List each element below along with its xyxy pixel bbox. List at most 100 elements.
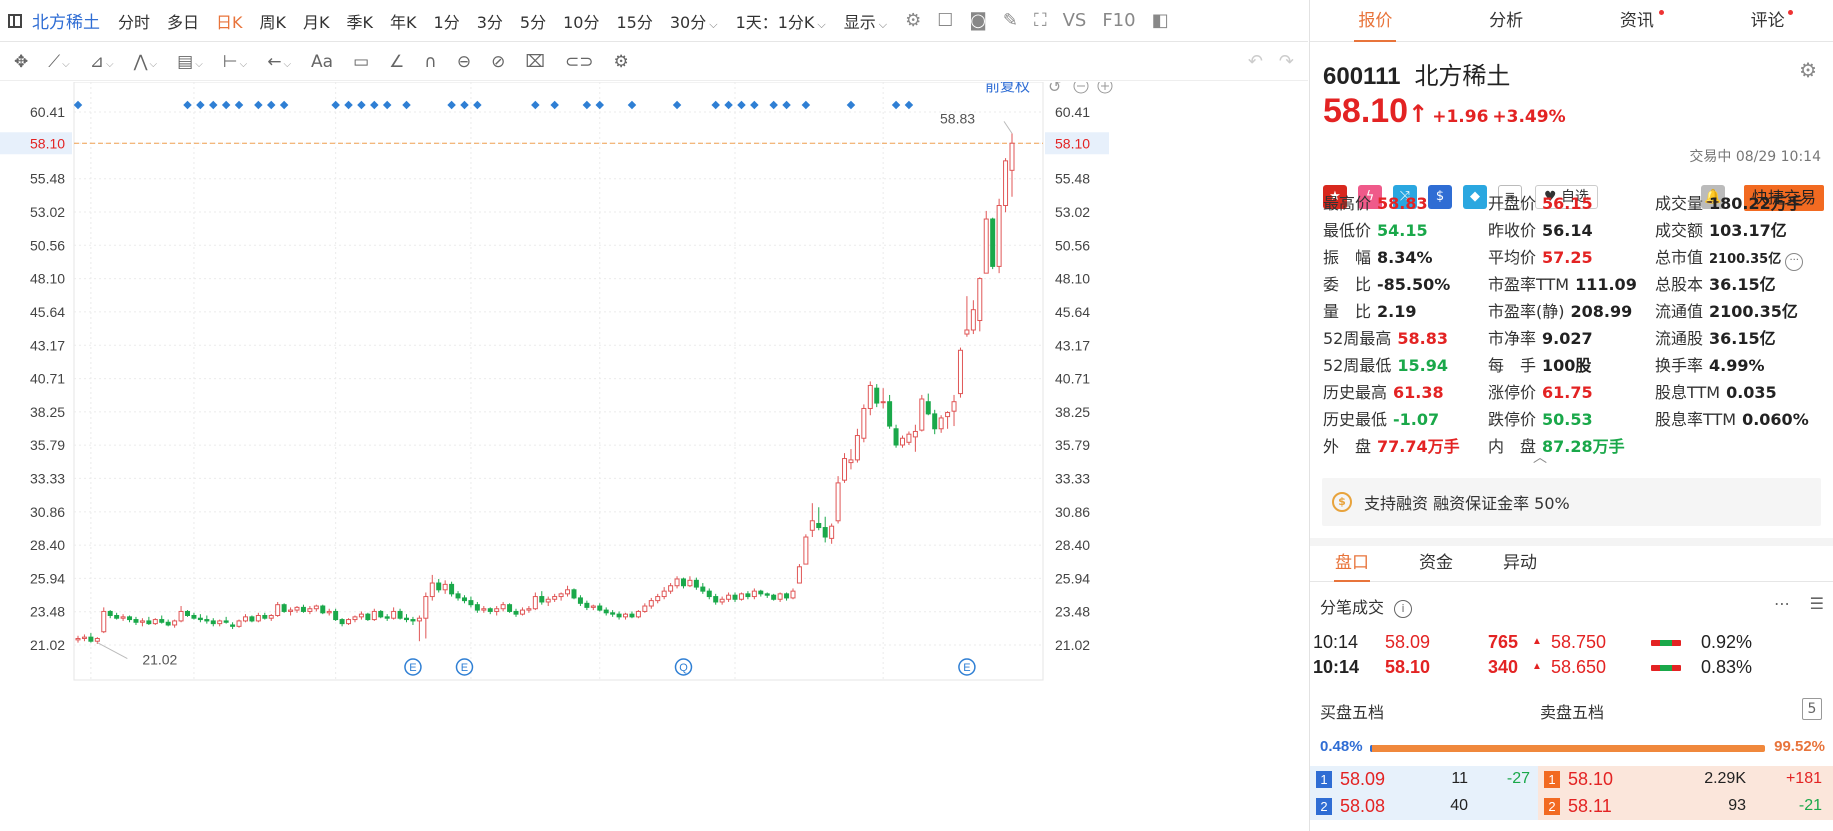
ruler-icon[interactable]: ∠ (389, 51, 405, 72)
sell-level-row[interactable]: 2 58.11 93 -21 (1538, 793, 1833, 820)
fib-tool-icon[interactable]: ▤ ⌵ (177, 51, 203, 72)
quote-cell: 股息率TTM 0.060% (1655, 406, 1833, 433)
quote-cell: 股息TTM 0.035 (1655, 379, 1833, 406)
camera-icon[interactable]: ◙ (969, 10, 987, 31)
panel-tab[interactable]: 异动 (1503, 553, 1537, 573)
line-tool-icon[interactable]: ⟋ ⌵ (48, 51, 70, 72)
candle-body (687, 579, 693, 587)
kline-chart[interactable]: 60.41 60.41 58.10 58.10 55.48 55.48 53.02 53.02… (0, 82, 1308, 682)
candle-body (81, 636, 87, 640)
right-tab[interactable]: 评论 (1702, 0, 1833, 41)
zoom-out-icon[interactable] (1073, 82, 1089, 94)
collapse-caret-icon[interactable]: ︿ (1533, 450, 1547, 466)
adjust-label[interactable]: 前复权 (985, 82, 1030, 95)
candle-body (906, 433, 912, 443)
hide-drawings-icon[interactable]: ⊘ (491, 51, 506, 72)
stock-name: 北方稀土 (1414, 62, 1511, 90)
document-icon[interactable]: ≣ (1498, 185, 1522, 209)
combo-dropdown[interactable]: 1天：1分K ⌵ (735, 12, 826, 32)
more-icon[interactable]: ⋯ (1774, 594, 1790, 613)
candle-body (436, 582, 442, 591)
event-label: E (409, 662, 416, 674)
zoom-in-icon[interactable] (1097, 82, 1113, 94)
candle-body (919, 398, 925, 431)
display-dropdown[interactable]: 显示 ⌵ (843, 12, 888, 32)
magnet-icon[interactable]: ∩ (424, 51, 437, 72)
more-icon[interactable]: ··· (1785, 253, 1804, 271)
period-tab[interactable]: 15分 (616, 12, 653, 32)
quick-trade-button[interactable]: 快捷交易 (1743, 185, 1824, 211)
sell-level-row[interactable]: 1 58.10 2.29K +181 (1538, 766, 1833, 793)
lightning-icon[interactable]: ϟ (1358, 185, 1382, 209)
period-tab[interactable]: 多日 (167, 12, 200, 32)
candle-body (468, 600, 474, 606)
period-tab[interactable]: 月K (303, 12, 330, 32)
period-tab[interactable]: 周K (259, 12, 287, 32)
text-tool-button[interactable]: Aa (311, 51, 334, 72)
vs-button[interactable]: VS (1062, 10, 1087, 31)
right-tab[interactable]: 报价 (1310, 0, 1441, 42)
candle-body (899, 437, 905, 446)
period-tab[interactable]: 年K (390, 12, 417, 32)
event-marker (344, 100, 353, 110)
redo-icon[interactable]: ↷ (1278, 51, 1294, 72)
move-cross-icon[interactable]: ✥ (14, 51, 29, 72)
quote-label: 流通值 (1655, 302, 1704, 321)
reset-icon[interactable]: ↺ (1048, 82, 1061, 96)
candle-body (784, 593, 790, 599)
quote-row: 历史最低 -1.07 跌停价 50.53 股息率TTM 0.060% (1323, 406, 1833, 433)
period-tab[interactable]: 1分 (433, 12, 460, 32)
buy-sell-ratio: 0.48% 99.52% (1320, 738, 1825, 758)
period-tab[interactable]: 10分 (563, 12, 600, 32)
stock-title[interactable]: 北方稀土 (32, 13, 100, 33)
trash-icon[interactable]: ⌧ (525, 51, 545, 72)
undo-icon[interactable]: ↶ (1247, 51, 1263, 72)
wave-tool-icon[interactable]: ⋀ ⌵ (133, 51, 158, 72)
add-watchlist-button[interactable]: ♥ 自选 (1535, 185, 1599, 209)
comment-icon[interactable]: ▭ (353, 51, 370, 72)
panel-tab[interactable]: 资金 (1419, 553, 1453, 573)
pencil-icon[interactable]: ✎ (1002, 10, 1018, 31)
fullscreen-icon[interactable]: ⛶ (1033, 10, 1047, 31)
layout-square-icon[interactable]: ☐ (937, 10, 954, 31)
period-tab[interactable]: 3分 (476, 12, 503, 32)
arrow-tool-icon[interactable]: ← ⌵ (267, 51, 292, 72)
panel-tab[interactable]: 盘口 (1310, 546, 1394, 582)
candle-body (964, 329, 970, 335)
buy-level-row[interactable]: 1 58.09 11 -27 (1310, 766, 1538, 793)
gear-icon[interactable]: ⚙ (1799, 58, 1817, 82)
quote-value: -85.50% (1377, 275, 1451, 294)
minutes-dropdown[interactable]: 30分 ⌵ (669, 12, 718, 32)
dollar-icon[interactable]: $ (1428, 185, 1452, 209)
settings-icon[interactable]: ⚙ (613, 51, 629, 72)
right-tab[interactable]: 分析 (1441, 0, 1572, 41)
levels-toggle[interactable]: 5 (1802, 698, 1822, 720)
f10-button[interactable]: F10 (1102, 10, 1136, 31)
channel-tool-icon[interactable]: ⊿ ⌵ (89, 51, 114, 72)
shuffle-icon[interactable]: ⤨ (1393, 185, 1417, 209)
candle-body (500, 604, 506, 610)
candle-body (242, 616, 248, 622)
link-icon[interactable]: ⊂⊃ (564, 51, 594, 72)
info-icon[interactable]: i (1394, 600, 1413, 618)
period-tab[interactable]: 分时 (118, 12, 151, 32)
event-marker (447, 100, 456, 110)
panel-toggle-icon[interactable]: ◧ (1151, 10, 1169, 31)
candle-body (796, 566, 802, 584)
settings-gear-icon[interactable]: ⚙ (905, 10, 922, 31)
buy-level-row[interactable]: 2 58.08 40 (1310, 793, 1538, 820)
measure-tool-icon[interactable]: ⊢ ⌵ (222, 51, 248, 72)
menu-list-icon[interactable]: ☰ (1809, 594, 1824, 613)
candle-body (700, 586, 706, 592)
sidebar-toggle-icon[interactable] (8, 13, 22, 28)
period-tab[interactable]: 季K (346, 12, 374, 32)
right-tab[interactable]: 资讯 (1572, 0, 1703, 41)
candle-body (738, 593, 744, 600)
tag-icon[interactable]: ◆ (1463, 185, 1487, 209)
period-tab[interactable]: 日K (216, 12, 243, 32)
bell-icon[interactable]: 🔔 (1701, 185, 1725, 209)
lock-drawings-icon[interactable]: ⊖ (456, 51, 472, 72)
period-tab[interactable]: 5分 (519, 12, 547, 32)
quote-cell: 涨停价 61.75 (1488, 379, 1655, 406)
candle-body (867, 384, 873, 409)
